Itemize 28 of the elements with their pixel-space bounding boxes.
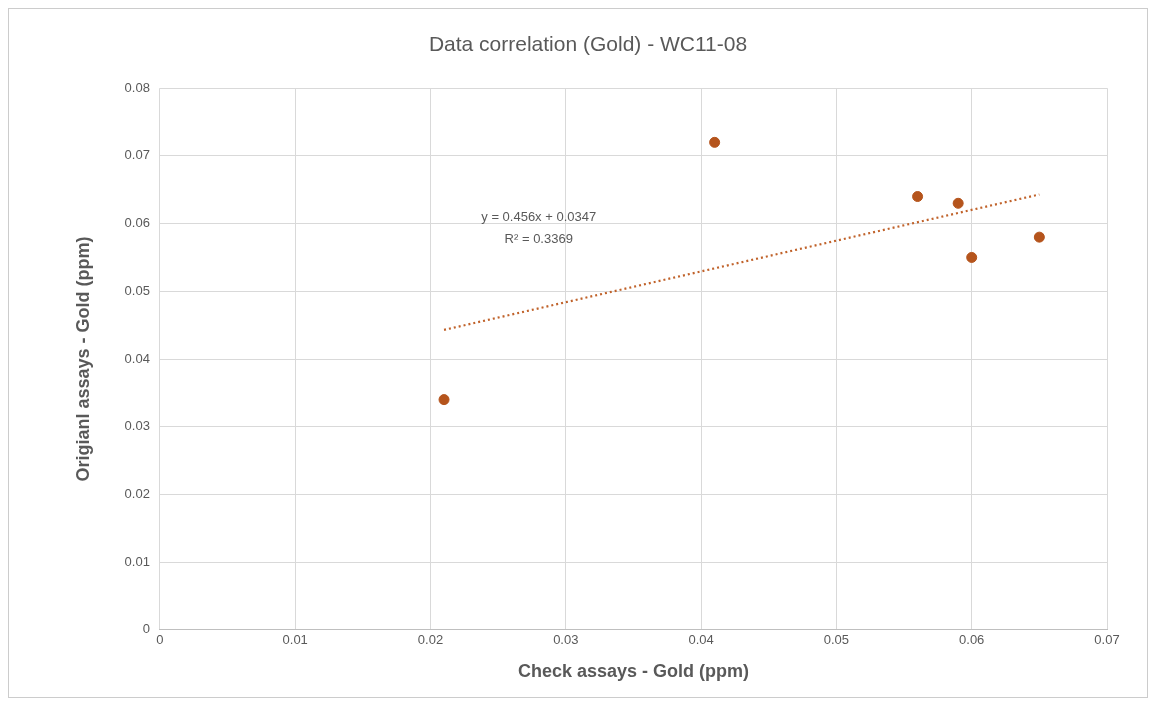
- y-axis-title: Origianl assays - Gold (ppm): [72, 236, 93, 482]
- y-tick-label: 0.06: [124, 215, 150, 231]
- x-tick-label: 0.03: [553, 632, 579, 648]
- annotation: y = 0.456x + 0.0347: [481, 208, 597, 224]
- point: [966, 251, 978, 263]
- x-tick-label: 0.06: [959, 632, 985, 648]
- y-tick-label: 0.04: [124, 350, 150, 366]
- point: [438, 394, 450, 406]
- y-tick-label: 0.01: [124, 553, 150, 569]
- x-tick-label: 0.05: [823, 632, 850, 648]
- y-tick-label: 0.03: [124, 418, 150, 434]
- y-tick-label: 0.07: [124, 147, 150, 163]
- point: [709, 136, 721, 148]
- point: [952, 197, 964, 209]
- x-tick-label: 0.02: [417, 632, 444, 648]
- y-tick-label: 0.02: [124, 485, 150, 501]
- y-tick-label: 0: [142, 621, 150, 637]
- chart-title: Data correlation (Gold) - WC11-08: [428, 32, 748, 56]
- x-tick-label: 0.04: [688, 632, 714, 648]
- x-tick-label: 0.01: [282, 632, 308, 648]
- x-tick-label: 0: [156, 632, 164, 648]
- y-tick-label: 0.05: [124, 282, 150, 298]
- point: [1033, 231, 1045, 243]
- x-tick-label: 0.07: [1094, 632, 1120, 648]
- x-axis-title: Check assays - Gold (ppm): [517, 661, 749, 682]
- y-tick-label: 0.08: [124, 79, 150, 95]
- point: [912, 191, 924, 203]
- annotation: R² = 0.3369: [504, 230, 573, 246]
